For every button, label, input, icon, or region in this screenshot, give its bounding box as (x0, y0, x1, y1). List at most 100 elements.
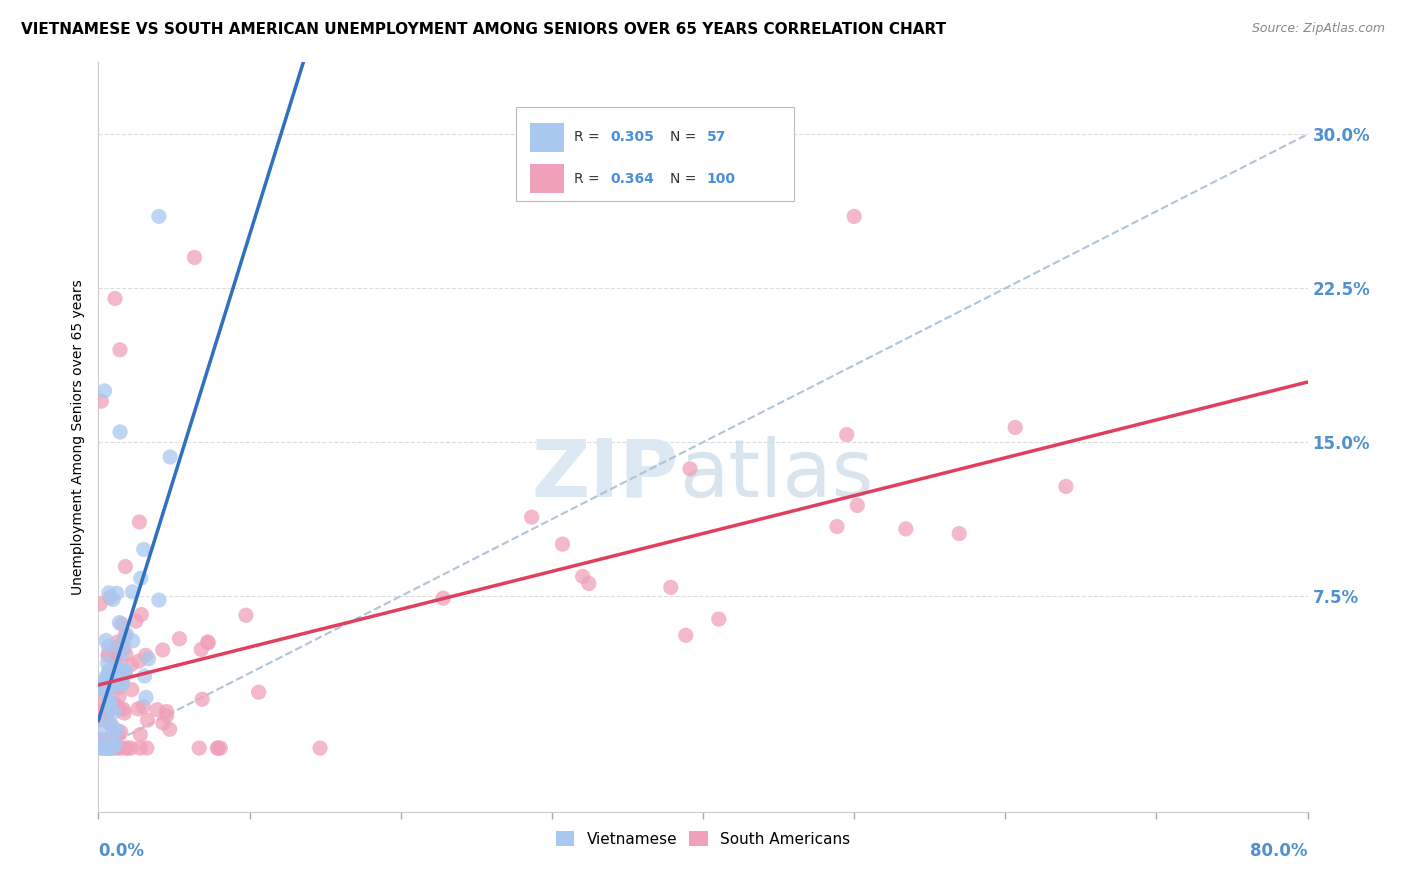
Text: ZIP: ZIP (531, 435, 679, 514)
Point (127, 702, 149, 716)
Point (152, 643, 174, 657)
Point (112, 668, 135, 682)
Point (112, 702, 135, 716)
Text: Source: ZipAtlas.com: Source: ZipAtlas.com (1251, 22, 1385, 36)
Point (111, 636, 134, 650)
Bar (530, 123, 564, 152)
Point (96, 741, 118, 756)
Point (844, 210, 866, 224)
Point (98, 741, 121, 756)
Point (96, 676, 118, 690)
Point (115, 627, 138, 641)
Point (110, 725, 132, 739)
Point (835, 427, 858, 442)
Point (108, 690, 131, 704)
Point (105, 723, 128, 738)
Point (97, 676, 120, 690)
Point (91, 736, 114, 750)
Point (111, 646, 134, 660)
Point (89, 597, 111, 611)
Point (138, 652, 160, 666)
Text: 57: 57 (707, 130, 725, 145)
Point (110, 617, 132, 632)
Point (105, 635, 128, 649)
Point (94, 683, 117, 698)
Point (110, 741, 132, 756)
Point (188, 741, 211, 756)
Point (91, 741, 114, 756)
Point (247, 685, 270, 699)
Text: N =: N = (671, 171, 702, 186)
Point (94, 633, 117, 648)
Point (114, 664, 136, 678)
Point (90, 394, 112, 409)
Point (675, 628, 697, 642)
Point (159, 723, 181, 737)
Point (121, 584, 143, 599)
Point (117, 741, 139, 756)
Point (129, 571, 152, 585)
Text: R =: R = (574, 171, 603, 186)
Point (107, 741, 129, 756)
Point (104, 738, 127, 752)
Point (707, 612, 730, 626)
Bar (530, 164, 564, 193)
Point (104, 697, 127, 711)
Point (105, 671, 128, 685)
Point (578, 576, 600, 591)
Point (104, 653, 127, 667)
Point (112, 641, 135, 656)
Point (104, 292, 127, 306)
Point (89, 732, 111, 747)
Point (114, 629, 136, 643)
Point (96, 657, 118, 671)
Point (209, 741, 232, 756)
Point (159, 450, 181, 464)
Point (134, 669, 156, 683)
Point (111, 675, 134, 690)
Point (97, 648, 120, 663)
Text: 0.364: 0.364 (610, 171, 654, 186)
Point (105, 666, 128, 681)
Point (114, 559, 136, 574)
Point (100, 741, 122, 756)
Point (103, 705, 125, 719)
Point (132, 699, 155, 714)
Point (89, 741, 111, 756)
Point (105, 677, 128, 691)
Point (96, 732, 118, 747)
Point (948, 526, 970, 541)
Point (94, 741, 117, 756)
Point (90, 681, 112, 696)
Point (105, 640, 128, 655)
Point (111, 672, 134, 686)
Point (432, 591, 454, 606)
Point (114, 665, 136, 680)
Point (121, 682, 143, 697)
Point (96, 741, 118, 756)
Text: R =: R = (574, 130, 603, 145)
Point (120, 657, 142, 672)
Point (105, 586, 128, 600)
Text: atlas: atlas (679, 435, 873, 514)
Point (571, 569, 593, 583)
Point (96, 706, 118, 721)
Point (135, 648, 157, 663)
Point (148, 593, 170, 607)
Point (146, 703, 169, 717)
Point (108, 701, 131, 715)
Point (183, 251, 205, 265)
Point (97, 681, 120, 696)
Point (97, 694, 120, 708)
Point (197, 635, 219, 649)
Point (101, 592, 124, 607)
Y-axis label: Unemployment Among Seniors over 65 years: Unemployment Among Seniors over 65 years (72, 279, 86, 595)
Point (551, 537, 574, 551)
Point (110, 662, 132, 676)
Text: 80.0%: 80.0% (1250, 842, 1308, 860)
Point (309, 741, 332, 756)
Point (112, 706, 135, 720)
Point (93, 384, 115, 398)
Point (115, 741, 138, 756)
Point (97, 647, 120, 661)
